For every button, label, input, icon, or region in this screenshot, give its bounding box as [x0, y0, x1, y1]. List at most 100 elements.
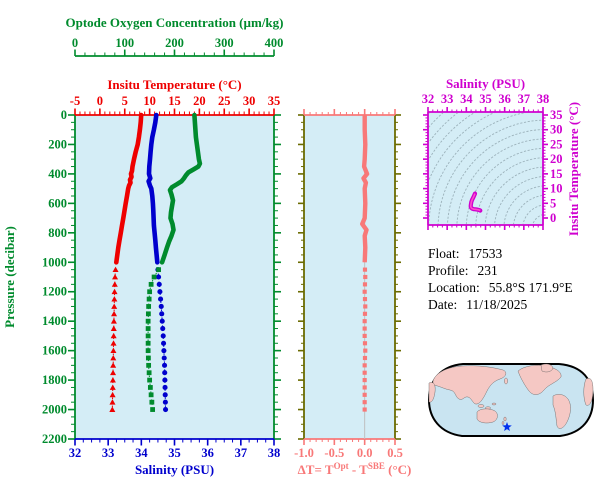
marker-triangle: [109, 406, 116, 412]
axis-title: Salinity (PSU): [135, 462, 214, 477]
marker-square: [362, 333, 367, 338]
tick-label: 30: [550, 123, 563, 137]
tick-label: 34: [135, 446, 148, 460]
marker-square: [147, 289, 153, 295]
tick-label: 300: [215, 36, 234, 50]
tick-label: 2000: [42, 403, 67, 417]
tick-label: 5: [550, 196, 556, 210]
tick-label: 0.5: [387, 446, 403, 460]
curve-solid: [146, 112, 160, 265]
marker-circle: [162, 370, 168, 376]
tick-label: 800: [48, 226, 67, 240]
marker-triangle: [112, 274, 119, 280]
delta-t-curve: [360, 115, 370, 412]
tick-label: 1200: [42, 285, 67, 299]
tick-label: 34: [460, 92, 473, 106]
tick-label: 15: [550, 167, 563, 181]
marker-square: [362, 392, 367, 397]
tick-label: 35: [550, 108, 563, 122]
plot-background: [304, 115, 395, 439]
curve-solid: [159, 112, 203, 265]
marker-triangle: [111, 281, 118, 287]
delta-t-axis-title: ΔT= TOpt - TSBE (°C): [298, 461, 412, 477]
marker-square: [145, 311, 151, 317]
tick-label: 36: [498, 92, 511, 106]
marker-square: [146, 296, 152, 302]
marker-circle: [157, 289, 163, 295]
marker-square: [156, 267, 161, 273]
tick-label: -0.5: [324, 446, 344, 460]
world-map: [427, 363, 595, 437]
tick-label: 1800: [42, 373, 67, 387]
landmass-south-america: [552, 394, 571, 429]
marker-circle: [161, 355, 167, 361]
tick-label: 30: [243, 94, 256, 108]
landmass-eurasia: [432, 365, 507, 405]
marker-triangle: [111, 310, 118, 317]
marker-square: [147, 377, 153, 383]
marker-triangle: [109, 391, 116, 398]
ts-y-axis-title: Insitu Temperature (°C): [566, 102, 581, 236]
tick-label: 1400: [42, 314, 67, 328]
float-info: Float: 17533 Profile: 231 Location: 55.8°S …: [428, 245, 573, 313]
marker-triangle: [110, 362, 117, 368]
marker-square: [362, 407, 367, 412]
marker-square: [145, 318, 151, 324]
tick-label: 25: [550, 137, 563, 151]
tick-label: 400: [48, 167, 67, 181]
tick-label: 400: [265, 36, 284, 50]
marker-circle: [160, 325, 166, 332]
landmass-japan: [504, 377, 508, 385]
charts-layer: 0200400600800100012001400160018002000220…: [2, 15, 581, 477]
tick-label: 25: [218, 94, 231, 108]
tick-label: 32: [69, 446, 82, 460]
info-value: 11/18/2025: [466, 297, 528, 312]
marker-square: [146, 362, 152, 368]
landmass-island: [477, 404, 485, 408]
marker-square: [145, 333, 151, 339]
landmass-island: [491, 402, 497, 406]
info-label: Date:: [428, 297, 458, 312]
tick-label: 20: [550, 152, 563, 166]
tick-label: 35: [268, 94, 281, 108]
pressure-axis-title: Pressure (decibar): [2, 226, 17, 328]
marker-triangle: [111, 296, 118, 302]
star-icon: [502, 422, 512, 431]
marker-square: [362, 311, 368, 316]
marker-square: [148, 281, 154, 287]
marker-triangle: [110, 332, 117, 339]
tick-label: 38: [268, 446, 281, 460]
marker-triangle: [109, 384, 116, 390]
ts-x-axis-title: Salinity (PSU): [446, 76, 525, 91]
oxygen-curve: [145, 112, 203, 412]
marker-square: [362, 385, 367, 390]
marker-square: [362, 297, 368, 302]
tick-label: 0: [550, 211, 556, 225]
tick-label: 10: [550, 182, 563, 196]
marker-circle: [158, 296, 164, 302]
tick-label: 35: [168, 446, 181, 460]
marker-circle: [162, 377, 168, 383]
marker-square: [145, 348, 151, 354]
marker-square: [362, 355, 368, 361]
marker-circle: [156, 274, 162, 280]
tick-label: 0: [97, 94, 103, 108]
marker-circle: [162, 406, 169, 413]
info-value: 231: [477, 263, 498, 278]
marker-square: [362, 289, 367, 294]
temperature-curve: [109, 112, 144, 412]
marker-square: [363, 348, 368, 353]
marker-square: [146, 304, 152, 309]
marker-triangle: [111, 303, 118, 309]
curve-solid: [360, 115, 370, 263]
tick-label: 33: [441, 92, 454, 106]
delta-t-plot: -1.0 -0.5 0.0 0.5ΔT= TOpt - TSBE (°C): [294, 109, 411, 477]
marker-triangle: [111, 288, 118, 295]
landmass-africa-east-edge: [583, 378, 594, 406]
info-label: Profile:: [428, 263, 469, 278]
marker-triangle: [110, 355, 117, 361]
tick-label: 1600: [42, 344, 67, 358]
marker-triangle: [110, 347, 117, 354]
marker-square: [362, 319, 367, 324]
